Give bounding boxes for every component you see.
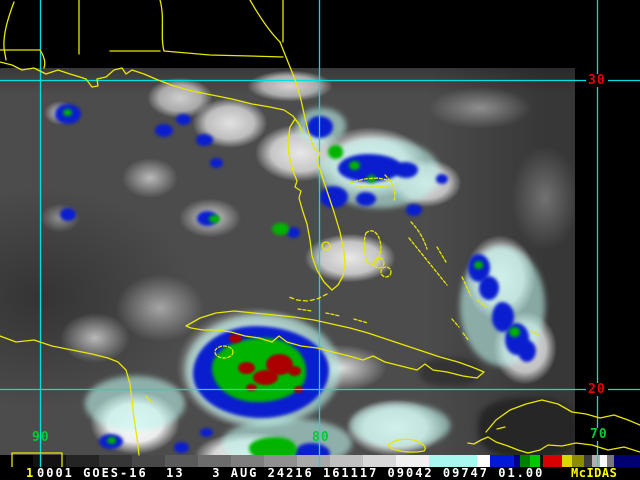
- colorbar-segment: [231, 455, 264, 467]
- map-gulf-coast: [0, 61, 303, 133]
- enhancement-blob: [474, 261, 483, 269]
- colorbar-segment: [33, 455, 66, 467]
- enhancement-blob: [272, 223, 289, 235]
- colorbar-segment: [477, 455, 490, 467]
- storm-core: [246, 384, 257, 391]
- colorbar-segment: [297, 455, 330, 467]
- map-cuba-outline: [185, 310, 485, 379]
- colorbar-segment: [520, 455, 530, 467]
- enhancement-blob: [174, 442, 189, 453]
- lon-label-70: 70: [588, 427, 610, 442]
- colorbar: [0, 455, 640, 467]
- map-bahamas: [297, 174, 540, 342]
- map-georgia-coast: [249, 0, 284, 43]
- enhancement-blob: [406, 204, 422, 216]
- enhancement-blob: [294, 443, 330, 455]
- map-isle-of-youth: [214, 345, 234, 359]
- lat-label-30: 30: [586, 73, 608, 88]
- colorbar-segment: [530, 455, 540, 467]
- enhancement-blob: [200, 428, 213, 437]
- colorbar-segment: [264, 455, 297, 467]
- colorbar-segment: [490, 455, 514, 467]
- colorbar-segment: [572, 455, 584, 467]
- map-gonave: [496, 426, 506, 430]
- enhancement-blob: [60, 208, 76, 221]
- colorbar-segment: [429, 455, 477, 467]
- map-hispaniola-south: [467, 436, 640, 454]
- status-bar: 1 0001 GOES-16 13 3 AUG 24216 161117 090…: [0, 467, 640, 480]
- frame-number: 1: [26, 466, 36, 480]
- enhancement-blob: [107, 437, 116, 444]
- colorbar-segment: [0, 455, 33, 467]
- enhancement-blob: [196, 134, 213, 146]
- colorbar-segment: [330, 455, 363, 467]
- colorbar-segment: [514, 455, 520, 467]
- colorbar-segment: [584, 455, 592, 467]
- lon-label-80: 80: [312, 430, 330, 445]
- colorbar-segment: [396, 455, 429, 467]
- storm-core: [253, 370, 278, 385]
- colorbar-segment: [132, 455, 165, 467]
- map-hispaniola-north: [485, 399, 640, 433]
- enhancement-blob: [518, 340, 536, 362]
- enhancement-blob: [394, 162, 418, 178]
- colorbar-segment: [363, 455, 396, 467]
- map-florida-west-coast: [287, 118, 333, 291]
- enhancement-blob: [356, 192, 376, 206]
- map-yucatan-coast: [0, 335, 140, 456]
- enhancement-blob: [63, 109, 72, 116]
- colorbar-segment: [66, 455, 99, 467]
- colorbar-segment: [543, 455, 562, 467]
- colorbar-segment: [99, 455, 132, 467]
- map-mississippi-river: [3, 1, 15, 61]
- storm-core: [266, 354, 293, 375]
- map-state-border: [163, 50, 284, 58]
- enhancement-blob: [479, 276, 499, 300]
- enhancement-blob: [436, 174, 448, 184]
- colorbar-segment: [562, 455, 572, 467]
- enhancement-blob: [328, 145, 343, 159]
- colorbar-segment: [540, 455, 543, 467]
- terrain-patch: [420, 358, 480, 386]
- enhancement-blob: [287, 227, 300, 238]
- lat-label-20: 20: [586, 382, 608, 397]
- mcidas-brand: McIDAS: [571, 466, 618, 480]
- colorbar-segment: [592, 455, 600, 467]
- enhancement-blob: [350, 403, 450, 448]
- colorbar-segment: [165, 455, 198, 467]
- colorbar-segment: [614, 455, 640, 467]
- storm-core: [288, 366, 301, 376]
- storm-core: [238, 362, 255, 374]
- enhancement-blob: [176, 114, 191, 125]
- colorbar-segment: [600, 455, 607, 467]
- map-florida-keys: [288, 293, 328, 302]
- enhancement-blob: [349, 161, 360, 170]
- map-state-border: [159, 0, 165, 52]
- colorbar-segment: [607, 455, 614, 467]
- enhancement-blob: [249, 437, 297, 455]
- map-state-border: [0, 49, 46, 69]
- map-cozumel: [145, 395, 153, 404]
- satellite-image[interactable]: [0, 68, 575, 455]
- map-jamaica: [387, 438, 426, 453]
- enhancement-blob: [155, 124, 173, 137]
- map-florida-east-coast: [279, 41, 346, 291]
- storm-core: [229, 334, 242, 343]
- image-readout: 0001 GOES-16 13 3 AUG 24216 161117 09042…: [37, 466, 545, 480]
- lon-label-90: 90: [32, 430, 50, 445]
- map-lake-okeechobee: [321, 241, 331, 251]
- enhancement-blob: [492, 302, 514, 332]
- enhancement-blob: [509, 327, 520, 337]
- enhancement-blob: [210, 158, 223, 168]
- colorbar-segment: [198, 455, 231, 467]
- map-frame-bracket: [11, 452, 63, 468]
- enhancement-blob: [209, 215, 220, 223]
